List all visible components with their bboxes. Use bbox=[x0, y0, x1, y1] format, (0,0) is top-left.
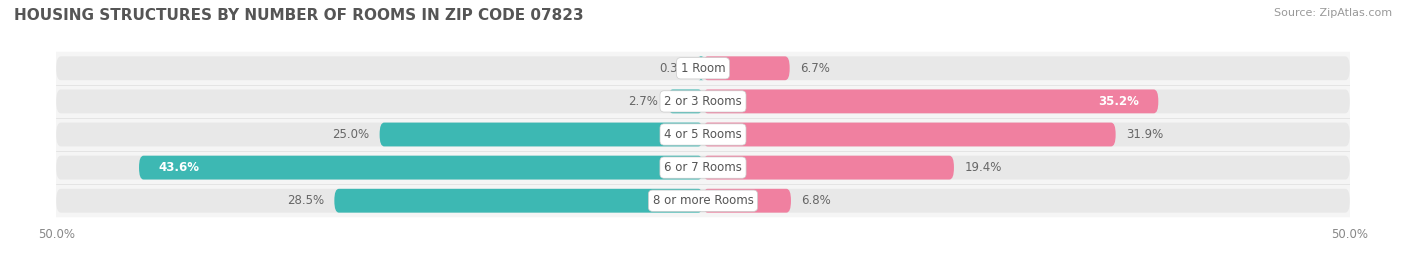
FancyBboxPatch shape bbox=[31, 85, 1375, 118]
FancyBboxPatch shape bbox=[335, 189, 703, 213]
Text: 2.7%: 2.7% bbox=[628, 95, 658, 108]
Text: 35.2%: 35.2% bbox=[1098, 95, 1139, 108]
FancyBboxPatch shape bbox=[703, 56, 790, 80]
FancyBboxPatch shape bbox=[703, 189, 792, 213]
Text: 28.5%: 28.5% bbox=[287, 194, 323, 207]
FancyBboxPatch shape bbox=[139, 156, 703, 179]
Text: 4 or 5 Rooms: 4 or 5 Rooms bbox=[664, 128, 742, 141]
Text: 31.9%: 31.9% bbox=[1126, 128, 1163, 141]
FancyBboxPatch shape bbox=[703, 90, 1159, 113]
FancyBboxPatch shape bbox=[699, 56, 703, 80]
Text: 1 Room: 1 Room bbox=[681, 62, 725, 75]
FancyBboxPatch shape bbox=[668, 90, 703, 113]
FancyBboxPatch shape bbox=[56, 90, 1350, 113]
Text: 25.0%: 25.0% bbox=[332, 128, 370, 141]
FancyBboxPatch shape bbox=[31, 118, 1375, 151]
FancyBboxPatch shape bbox=[703, 156, 953, 179]
Text: 8 or more Rooms: 8 or more Rooms bbox=[652, 194, 754, 207]
FancyBboxPatch shape bbox=[31, 52, 1375, 85]
FancyBboxPatch shape bbox=[703, 123, 1115, 146]
Text: HOUSING STRUCTURES BY NUMBER OF ROOMS IN ZIP CODE 07823: HOUSING STRUCTURES BY NUMBER OF ROOMS IN… bbox=[14, 8, 583, 23]
Text: 0.3%: 0.3% bbox=[659, 62, 689, 75]
FancyBboxPatch shape bbox=[56, 56, 1350, 80]
Text: 6 or 7 Rooms: 6 or 7 Rooms bbox=[664, 161, 742, 174]
Text: Source: ZipAtlas.com: Source: ZipAtlas.com bbox=[1274, 8, 1392, 18]
Text: 43.6%: 43.6% bbox=[159, 161, 200, 174]
Text: 6.7%: 6.7% bbox=[800, 62, 830, 75]
FancyBboxPatch shape bbox=[380, 123, 703, 146]
Text: 2 or 3 Rooms: 2 or 3 Rooms bbox=[664, 95, 742, 108]
FancyBboxPatch shape bbox=[56, 123, 1350, 146]
FancyBboxPatch shape bbox=[56, 156, 1350, 179]
FancyBboxPatch shape bbox=[31, 184, 1375, 217]
Text: 6.8%: 6.8% bbox=[801, 194, 831, 207]
FancyBboxPatch shape bbox=[56, 189, 1350, 213]
FancyBboxPatch shape bbox=[31, 151, 1375, 184]
Text: 19.4%: 19.4% bbox=[965, 161, 1001, 174]
